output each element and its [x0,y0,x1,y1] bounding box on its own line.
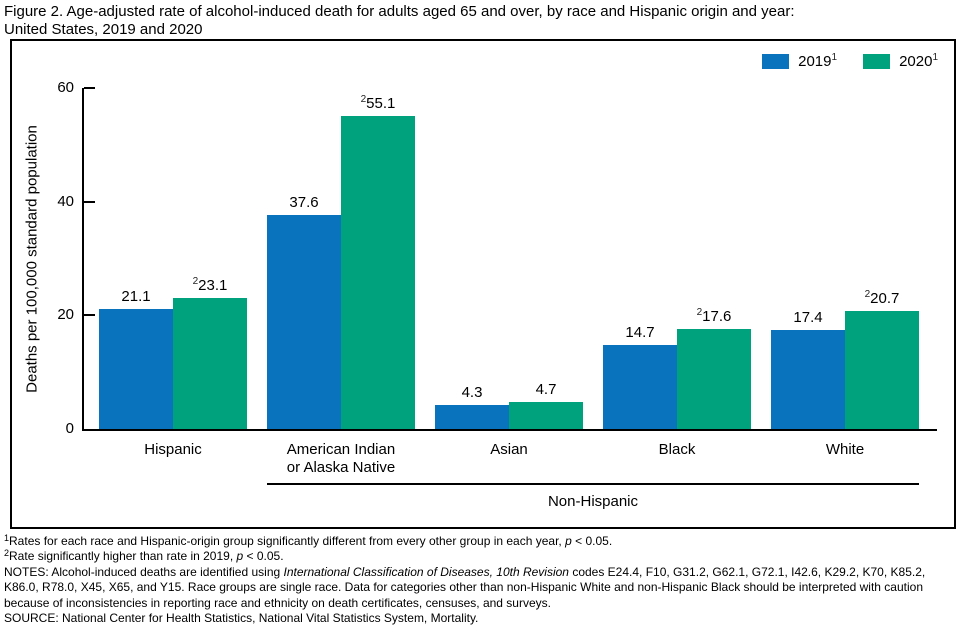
non-hispanic-label: Non-Hispanic [547,493,639,510]
y-tick-label: 0 [65,420,74,437]
bar-2019-1 [267,215,341,429]
figure-title-line1: Figure 2. Age-adjusted rate of alcohol-i… [4,3,795,20]
y-tick-label: 20 [57,306,74,324]
chart-frame: 20191 20201 Deaths per 100,000 standard p… [10,39,956,529]
y-tick-label: 40 [57,192,74,210]
bar-value-label: 4.3 [461,383,483,401]
bar-2019-2 [435,404,509,429]
footnotes: 1Rates for each race and Hispanic-origin… [4,534,956,626]
x-category-label: Hispanic [144,441,202,458]
bar-value-label: 37.6 [289,194,319,212]
bar-2020-1 [341,115,415,429]
y-tick-mark [84,314,95,317]
legend-item-2020: 20201 [863,52,938,70]
bar-value-label: 220.7 [864,289,900,308]
bar-2020-3 [677,328,751,429]
bar-2020-0 [173,297,247,429]
x-category-label: Black [658,441,696,458]
footnote-line-1: 1Rates for each race and Hispanic-origin… [4,533,613,549]
plot-area: 0 20 40 60 21.1 37.6 4.3 14.7 17.4 223.1 255.1 4.7 2… [12,41,954,527]
bar-value-label: 217.6 [696,306,732,325]
bar-value-label: 17.4 [793,309,823,327]
bar-value-label: 255.1 [360,93,396,112]
legend-item-2019: 20191 [762,52,838,70]
y-tick-mark [84,200,95,203]
footnote-line-4: SOURCE: National Center for Health Stati… [4,611,479,626]
bar-value-label: 21.1 [121,288,151,306]
bar-2019-3 [603,345,677,429]
legend-swatch-2019 [762,54,790,69]
footnote-line-3: NOTES: Alcohol-induced deaths are identi… [4,564,926,610]
bar-2019-4 [771,330,845,429]
x-category-label: Asian [490,441,528,458]
figure-title: Figure 2. Age-adjusted rate of alcohol-i… [4,3,954,39]
bar-value-label: 223.1 [192,275,228,294]
x-axis-line [82,429,937,431]
bar-2020-2 [509,402,583,429]
bar-2019-0 [99,309,173,429]
chart-legend: 20191 20201 [762,52,938,70]
non-hispanic-bracket-line [267,483,919,485]
bar-value-label: 4.7 [535,381,557,399]
y-tick-mark [84,87,95,89]
x-category-label: American Indian or Alaska Native [286,441,396,476]
legend-swatch-2020 [863,54,891,69]
legend-label-2019: 20191 [798,52,838,70]
x-category-label: White [825,441,865,458]
legend-label-2020: 20201 [899,52,938,70]
bar-value-label: 14.7 [625,324,655,342]
y-tick-label: 60 [57,79,74,96]
y-axis-line [82,88,84,431]
figure-title-line2: United States, 2019 and 2020 [4,21,203,38]
footnote-line-2: 2Rate significantly higher than rate in … [4,548,284,564]
bar-2020-4 [845,311,919,429]
